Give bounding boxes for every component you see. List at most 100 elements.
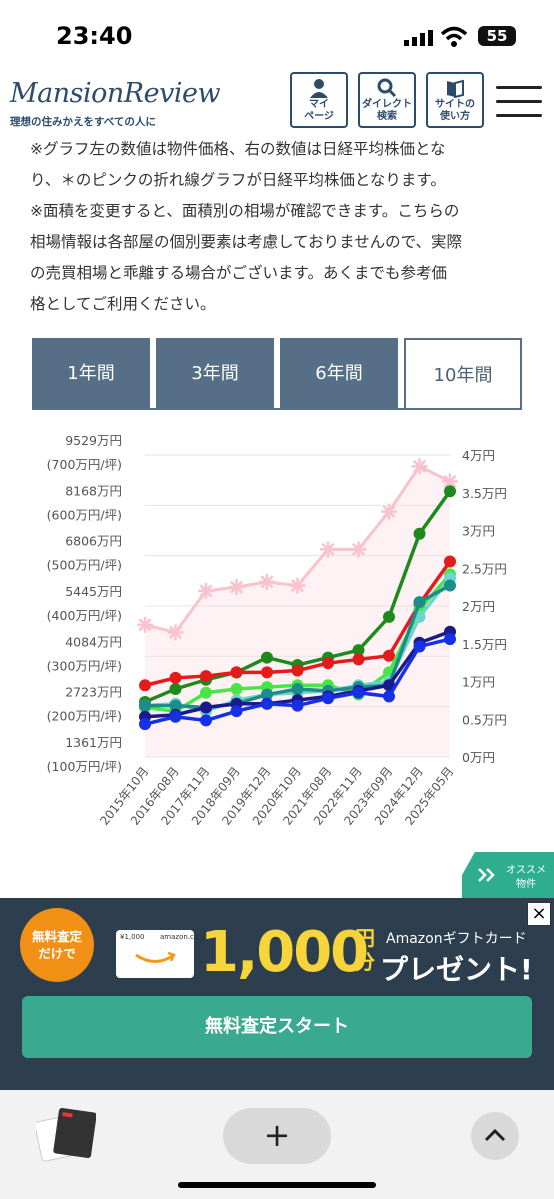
series-point	[200, 686, 212, 699]
series-point	[169, 671, 182, 684]
series-point	[169, 710, 182, 723]
right-tick-label: 2.5万円	[462, 561, 507, 576]
series-point	[261, 688, 273, 701]
tab-thumbnail[interactable]	[36, 1104, 96, 1164]
ad-gift-label: Amazonギフトカード	[386, 931, 527, 947]
mypage-button[interactable]: マイ ページ	[290, 72, 348, 128]
left-tick-sublabel: (500万円/坪)	[47, 558, 122, 573]
site-guide-button[interactable]: サイトの 使い方	[426, 72, 484, 128]
series-point	[322, 692, 334, 705]
left-tick-sublabel: (400万円/坪)	[47, 608, 122, 623]
series-point	[320, 541, 336, 558]
home-indicator	[178, 1182, 376, 1188]
ad-present-label: プレゼント!	[380, 953, 533, 986]
series-point	[228, 579, 245, 596]
right-tick-label: 4万円	[462, 448, 495, 463]
series-point	[383, 610, 395, 623]
series-point	[261, 651, 273, 664]
series-point	[230, 666, 243, 679]
series-point	[352, 644, 365, 657]
ad-banner	[0, 898, 554, 1090]
series-point	[413, 527, 426, 540]
series-point	[261, 697, 273, 710]
left-tick-label: 1361万円	[65, 735, 122, 750]
menu-icon[interactable]	[496, 86, 542, 118]
left-tick-sublabel: (100万円/坪)	[47, 759, 122, 774]
tab-1year[interactable]: 1年間	[32, 338, 150, 410]
right-tick-label: 1.5万円	[462, 637, 507, 652]
new-tab-button[interactable]: +	[223, 1108, 331, 1164]
series-point	[230, 705, 243, 718]
price-chart: 9529万円 (700万円/坪) 8168万円 (600万円/坪) 6806万円 (500…	[47, 433, 507, 828]
status-bar: 23:40 55	[0, 0, 554, 70]
right-tick-label: 0.5万円	[462, 712, 507, 727]
left-tick-label: 4084万円	[65, 634, 122, 649]
series-point	[350, 541, 367, 558]
period-tabs: 1年間 3年間 6年間 10年間	[32, 338, 522, 410]
site-header: MansionReview 理想の住みかえをすべての人に マイ ページ ダイレク…	[0, 70, 554, 132]
series-point	[289, 577, 306, 594]
series-point	[444, 633, 456, 646]
wifi-icon	[440, 26, 468, 47]
amazon-smile-icon	[135, 952, 176, 963]
series-point	[352, 686, 365, 699]
recommend-badge[interactable]: オススメ 物件	[462, 852, 554, 898]
series-point	[383, 649, 395, 662]
right-tick-label: 3万円	[462, 524, 495, 539]
signal-icon	[404, 30, 433, 46]
series-point	[291, 683, 304, 696]
tab-3year[interactable]: 3年間	[156, 338, 274, 410]
chevron-up-icon	[484, 1128, 506, 1142]
right-tick-label: 2万円	[462, 599, 495, 614]
series-point	[352, 653, 365, 666]
left-tick-sublabel: (600万円/坪)	[47, 507, 122, 522]
series-point	[200, 670, 212, 683]
free-assessment-start-button[interactable]: 無料査定スタート	[22, 996, 532, 1058]
battery-icon: 55	[478, 26, 516, 46]
series-point	[200, 714, 212, 727]
ad-yen-label: 円 分	[355, 926, 375, 974]
double-chevron-icon	[478, 868, 495, 882]
tab-6year[interactable]: 6年間	[280, 338, 398, 410]
left-tick-sublabel: (200万円/坪)	[47, 709, 122, 724]
series-point	[444, 485, 456, 498]
tab-10year[interactable]: 10年間	[404, 338, 522, 410]
series-point	[139, 718, 151, 731]
series-point	[139, 699, 151, 712]
right-tick-label: 0万円	[462, 750, 495, 765]
series-point	[413, 640, 426, 653]
left-tick-label: 2723万円	[65, 685, 122, 700]
series-point	[381, 503, 397, 520]
status-time: 23:40	[56, 22, 133, 50]
series-point	[291, 699, 304, 712]
series-point	[259, 573, 275, 590]
series-point	[167, 624, 184, 641]
series-point	[230, 683, 243, 696]
series-point	[413, 596, 426, 609]
series-point	[444, 579, 456, 592]
series-point	[291, 664, 304, 677]
series-point	[383, 690, 395, 703]
right-tick-label: 3.5万円	[462, 486, 507, 501]
ad-amount: 1,000	[200, 920, 369, 985]
series-point	[444, 555, 456, 568]
series-point	[139, 679, 151, 692]
series-point	[411, 458, 428, 475]
site-tagline: 理想の住みかえをすべての人に	[10, 116, 156, 128]
left-tick-label: 6806万円	[65, 534, 122, 549]
series-point	[198, 582, 214, 599]
person-icon	[310, 79, 328, 98]
direct-search-button[interactable]: ダイレクト 検索	[358, 72, 416, 128]
site-logo[interactable]: MansionReview	[10, 78, 221, 109]
left-tick-sublabel: (700万円/坪)	[47, 457, 122, 472]
series-point	[322, 657, 334, 670]
scroll-up-button[interactable]	[471, 1112, 519, 1160]
left-tick-label: 9529万円	[65, 433, 122, 448]
ad-close-button[interactable]: ×	[527, 902, 551, 926]
series-point	[169, 699, 182, 712]
left-tick-sublabel: (300万円/坪)	[47, 658, 122, 673]
search-icon	[377, 78, 397, 98]
series-point	[137, 616, 153, 633]
chart-notes: ※グラフ左の数値は物件価格、右の数値は日経平均株価とな り、＊のピンクの折れ線グ…	[30, 140, 462, 313]
series-point	[442, 473, 458, 490]
